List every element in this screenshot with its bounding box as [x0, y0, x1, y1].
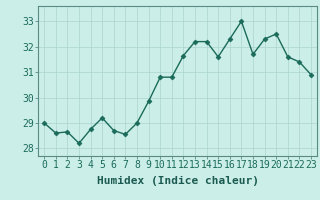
X-axis label: Humidex (Indice chaleur): Humidex (Indice chaleur) — [97, 176, 259, 186]
